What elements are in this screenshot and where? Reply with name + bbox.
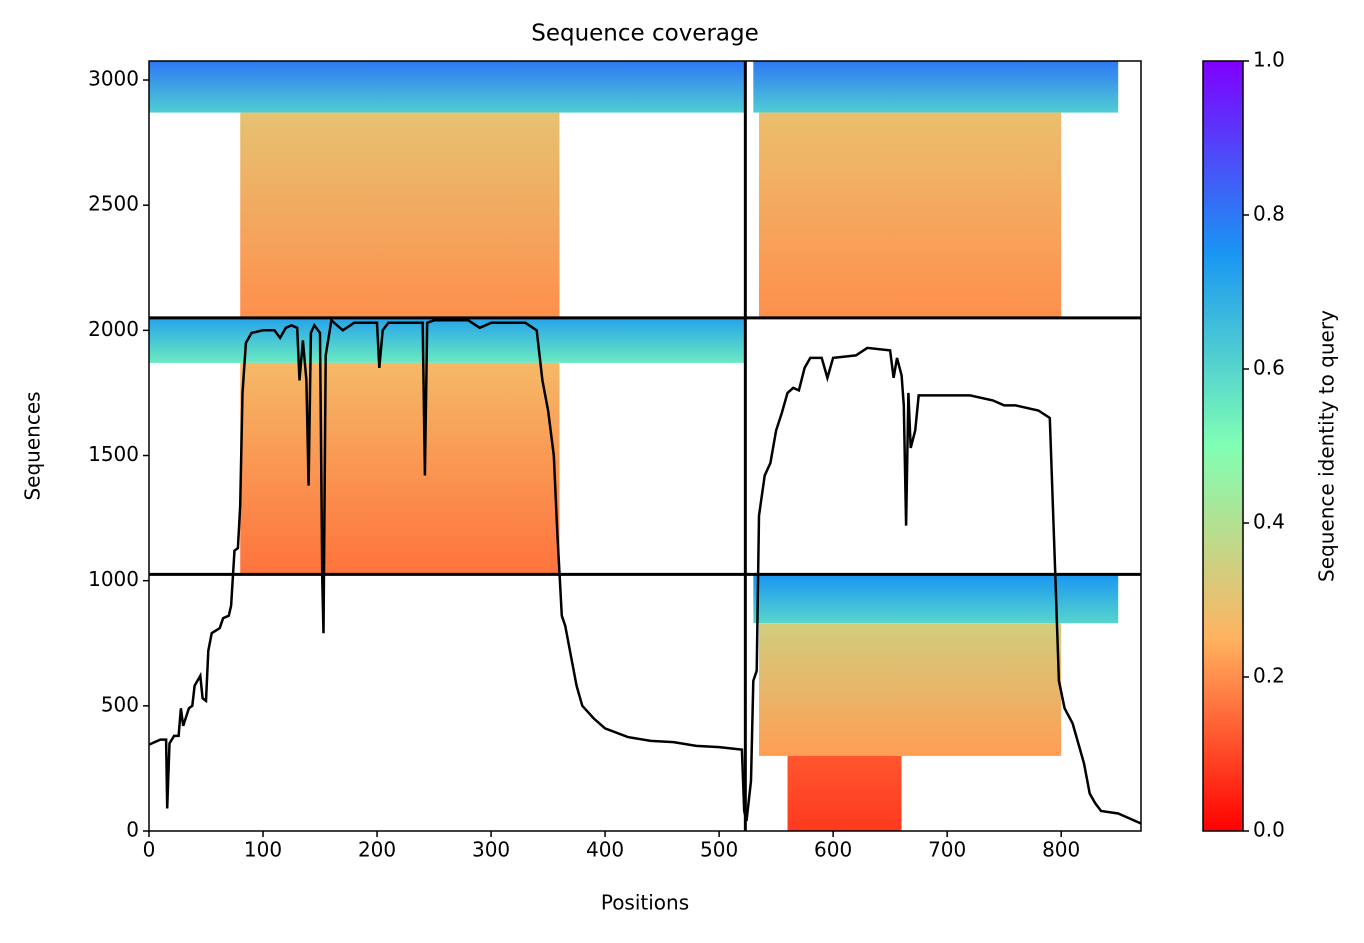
y-tick-label: 3000	[88, 67, 139, 91]
colorbar-tick-label: 0.6	[1253, 356, 1285, 380]
y-axis-label: Sequences	[21, 391, 45, 500]
x-tick-label: 600	[814, 838, 852, 862]
x-tick-label: 0	[143, 838, 156, 862]
x-tick-label: 100	[244, 838, 282, 862]
colorbar-label: Sequence identity to query	[1315, 310, 1339, 582]
x-tick-label: 500	[700, 838, 738, 862]
y-tick-label: 2500	[88, 192, 139, 216]
msa-block	[149, 61, 746, 113]
x-tick-label: 200	[358, 838, 396, 862]
msa-block	[240, 112, 560, 318]
msa-block	[149, 317, 746, 363]
x-tick-label: 300	[472, 838, 510, 862]
msa-block	[753, 61, 1119, 113]
x-tick-label: 800	[1042, 838, 1080, 862]
colorbar-tick-label: 0.2	[1253, 664, 1285, 688]
chart-title: Sequence coverage	[531, 21, 759, 47]
msa-block	[753, 574, 1119, 624]
x-axis-label: Positions	[601, 891, 689, 915]
colorbar-tick-label: 0.4	[1253, 510, 1285, 534]
y-tick-label: 1000	[88, 567, 139, 591]
msa-block	[759, 112, 1062, 318]
colorbar-tick-label: 1.0	[1253, 48, 1285, 72]
x-tick-label: 400	[586, 838, 624, 862]
colorbar-tick-label: 0.8	[1253, 202, 1285, 226]
colorbar-tick-label: 0.0	[1253, 818, 1285, 842]
msa-block	[787, 755, 902, 831]
coverage-line	[148, 317, 1142, 825]
y-tick-label: 500	[101, 692, 139, 716]
plot-frame	[148, 60, 1142, 832]
y-tick-label: 2000	[88, 317, 139, 341]
colorbar	[1202, 60, 1244, 832]
msa-block	[240, 362, 560, 574]
y-tick-label: 0	[126, 818, 139, 842]
msa-block	[759, 623, 1062, 756]
x-tick-label: 700	[928, 838, 966, 862]
y-tick-label: 1500	[88, 442, 139, 466]
